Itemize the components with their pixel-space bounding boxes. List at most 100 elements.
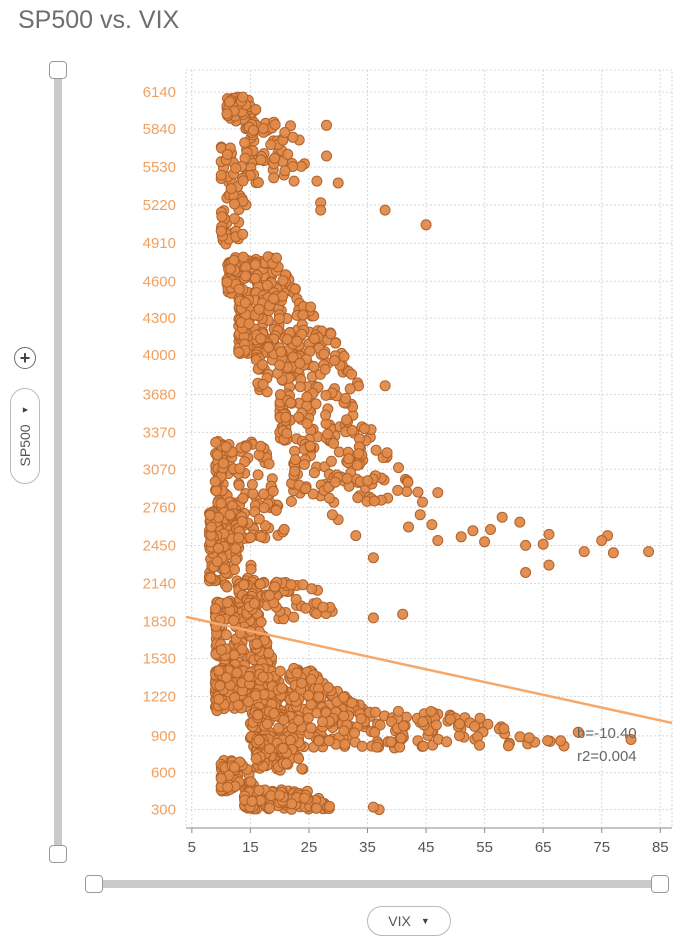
data-point — [350, 530, 362, 542]
y-range-max-handle[interactable] — [49, 61, 67, 79]
data-point — [321, 119, 332, 131]
y-tick-label: 6140 — [143, 84, 176, 101]
data-point — [230, 543, 242, 555]
data-point — [369, 726, 381, 738]
data-point — [238, 579, 250, 591]
data-point — [269, 581, 281, 593]
data-point — [211, 556, 223, 568]
data-point — [229, 198, 241, 210]
y-tick-label: 4910 — [143, 235, 176, 252]
data-point — [607, 547, 619, 559]
x-tick-label: 25 — [301, 839, 318, 856]
data-point — [263, 458, 275, 470]
data-point — [362, 475, 374, 487]
data-point — [220, 629, 232, 641]
chart-title: SP500 vs. VIX — [18, 6, 180, 34]
data-point — [520, 567, 532, 578]
x-range-slider-track[interactable] — [92, 880, 668, 888]
x-axis-selector[interactable]: VIX ▼ — [367, 906, 451, 936]
data-point — [278, 523, 290, 535]
data-point — [263, 647, 275, 659]
data-point — [643, 546, 655, 558]
data-point — [245, 776, 257, 788]
y-range-min-handle[interactable] — [49, 845, 67, 863]
y-tick-label: 2450 — [143, 537, 176, 554]
data-point — [287, 351, 299, 363]
data-point — [247, 488, 259, 500]
data-point — [288, 175, 300, 187]
data-point — [274, 359, 286, 371]
x-range-min-handle[interactable] — [85, 875, 103, 893]
data-point — [300, 483, 312, 495]
data-point — [257, 671, 269, 683]
data-point — [264, 589, 276, 601]
data-point — [268, 172, 280, 184]
data-point — [338, 725, 350, 737]
data-point — [285, 579, 297, 591]
data-point — [237, 251, 249, 263]
x-range-max-handle[interactable] — [651, 875, 669, 893]
data-point — [254, 578, 266, 590]
data-point — [255, 531, 267, 543]
data-point — [308, 333, 320, 345]
data-point — [368, 495, 380, 507]
data-point — [210, 485, 222, 497]
data-point — [230, 554, 242, 566]
data-point — [392, 484, 404, 496]
data-point — [328, 437, 340, 449]
data-point — [252, 469, 264, 481]
data-point — [274, 789, 286, 801]
data-point — [455, 531, 467, 543]
data-point — [432, 487, 444, 499]
data-point — [367, 612, 379, 624]
data-point — [211, 449, 223, 461]
data-point — [394, 741, 406, 753]
data-point — [221, 597, 233, 609]
data-point — [542, 735, 554, 747]
data-point — [474, 712, 486, 724]
data-point — [285, 495, 297, 507]
data-point — [216, 211, 228, 223]
data-point — [340, 392, 352, 404]
data-point — [273, 722, 285, 734]
data-point — [215, 772, 227, 784]
data-point — [313, 691, 325, 703]
y-tick-label: 900 — [151, 728, 176, 745]
data-point — [252, 709, 264, 721]
x-tick-label: 55 — [476, 839, 493, 856]
data-point — [215, 497, 227, 509]
add-axis-button[interactable]: + — [14, 347, 36, 369]
data-point — [236, 643, 248, 655]
data-point — [215, 644, 227, 656]
data-point — [319, 363, 331, 375]
data-point — [344, 383, 356, 395]
data-point — [543, 528, 555, 540]
data-point — [543, 559, 555, 571]
y-tick-label: 5840 — [143, 121, 176, 138]
data-point — [311, 802, 323, 814]
data-point — [355, 713, 367, 725]
data-point — [258, 502, 270, 514]
data-point — [367, 552, 379, 564]
y-tick-label: 4300 — [143, 310, 176, 327]
data-point — [395, 732, 407, 744]
data-point — [261, 279, 273, 291]
data-point — [444, 713, 456, 725]
data-point — [425, 706, 437, 717]
data-point — [555, 735, 567, 747]
data-point — [252, 177, 264, 188]
data-point — [323, 492, 335, 504]
data-point — [237, 175, 249, 187]
data-point — [256, 359, 268, 371]
data-point — [282, 148, 294, 160]
data-point — [237, 492, 249, 504]
data-point — [308, 467, 320, 479]
data-point — [341, 414, 353, 426]
data-point — [210, 603, 221, 615]
y-range-slider-track[interactable] — [54, 68, 62, 856]
data-points — [203, 91, 655, 816]
data-point — [329, 355, 341, 366]
data-point — [239, 297, 251, 309]
data-point — [291, 335, 303, 347]
data-point — [320, 389, 332, 401]
